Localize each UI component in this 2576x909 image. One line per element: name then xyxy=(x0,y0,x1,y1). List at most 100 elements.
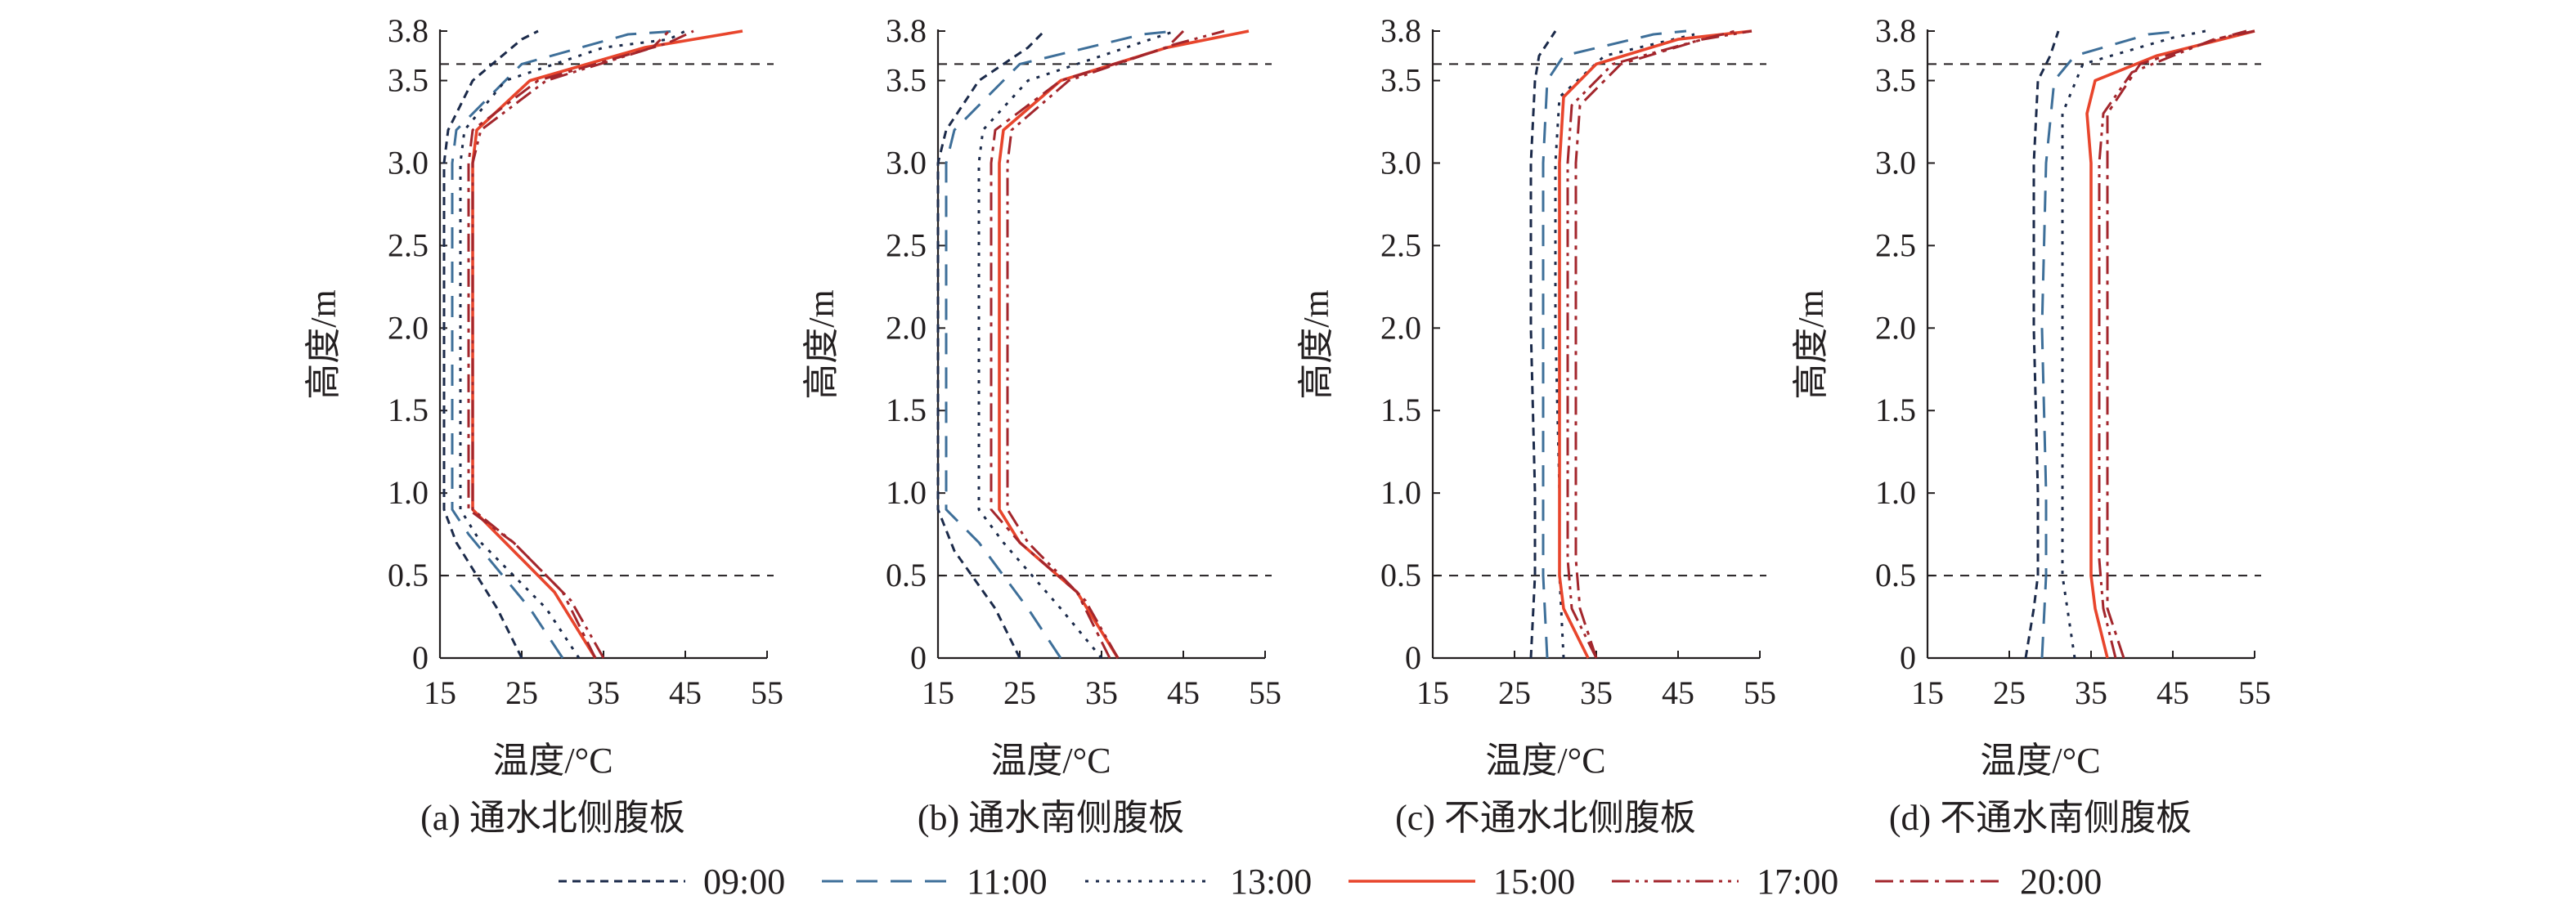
y-tick-label: 0.5 xyxy=(1380,557,1421,593)
panel-d: 0 0.5 1.0 1.5 2.0 2.5 3.0 3.5 3.8 15 25 35 45 55 高度/m 温… xyxy=(1791,12,2271,838)
x-tick-label: 45 xyxy=(669,674,702,711)
y-tick-label: 3.8 xyxy=(1380,12,1421,49)
legend-label: 13:00 xyxy=(1230,862,1312,902)
y-tick-label: 2.0 xyxy=(886,309,927,346)
y-tick-label: 3.5 xyxy=(886,62,927,99)
y-tick-label: 0 xyxy=(1900,639,1916,676)
x-tick-label: 25 xyxy=(1003,674,1036,711)
x-tick-label: 15 xyxy=(922,674,954,711)
x-tick-label: 35 xyxy=(1580,674,1613,711)
x-tick-label: 45 xyxy=(2156,674,2189,711)
y-tick-label: 1.0 xyxy=(388,474,429,511)
y-tick-label: 0.5 xyxy=(388,557,429,593)
x-tick-label: 55 xyxy=(1744,674,1776,711)
y-tick-label: 0 xyxy=(910,639,927,676)
y-tick-label: 3.8 xyxy=(1875,12,1916,49)
legend-label: 09:00 xyxy=(703,862,785,902)
y-tick-label: 1.5 xyxy=(1875,392,1916,428)
y-tick-label: 3.5 xyxy=(388,62,429,99)
y-tick-label: 1.0 xyxy=(886,474,927,511)
y-tick-label: 2.0 xyxy=(388,309,429,346)
x-axis-label: 温度/°C xyxy=(492,741,613,781)
x-tick-label: 45 xyxy=(1662,674,1694,711)
y-tick-label: 1.5 xyxy=(886,392,927,428)
legend-item-2000: 20:00 xyxy=(1875,862,2102,902)
y-tick-label: 0 xyxy=(412,639,429,676)
series-line-1300 xyxy=(2061,29,2206,659)
y-axis-label: 高度/m xyxy=(303,289,343,399)
y-tick-label: 3.0 xyxy=(1875,144,1916,181)
y-tick-label: 1.0 xyxy=(1380,474,1421,511)
legend-item-0900: 09:00 xyxy=(559,862,785,902)
series-line-1700 xyxy=(1566,29,1752,659)
legend-label: 20:00 xyxy=(2020,862,2102,902)
legend-label: 11:00 xyxy=(967,862,1048,902)
y-tick-label: 3.0 xyxy=(388,144,429,181)
y-tick-label: 3.0 xyxy=(1380,144,1421,181)
panel-b: 0 0.5 1.0 1.5 2.0 2.5 3.0 3.5 3.8 15 25 35 45 55 高度/m 温… xyxy=(801,12,1281,838)
panel-caption: (b) 通水南侧腹板 xyxy=(918,798,1184,838)
y-axis-label: 高度/m xyxy=(801,289,841,399)
legend-label: 17:00 xyxy=(1757,862,1838,902)
x-tick-label: 35 xyxy=(2075,674,2107,711)
legend-label: 15:00 xyxy=(1493,862,1575,902)
series-line-1700 xyxy=(2098,29,2255,659)
x-tick-label: 15 xyxy=(424,674,456,711)
series-line-1700 xyxy=(471,29,694,659)
x-tick-label: 55 xyxy=(2238,674,2271,711)
x-axis-label: 温度/°C xyxy=(990,741,1111,781)
y-tick-label: 2.5 xyxy=(886,226,927,263)
x-axis-label: 温度/°C xyxy=(1485,741,1605,781)
panel-caption: (c) 不通水北侧腹板 xyxy=(1395,798,1696,838)
y-tick-label: 0.5 xyxy=(1875,557,1916,593)
series-line-2000 xyxy=(990,29,1185,659)
x-axis-label: 温度/°C xyxy=(1980,741,2100,781)
x-tick-label: 35 xyxy=(1085,674,1118,711)
series-line-1500 xyxy=(1558,29,1752,659)
legend-item-1100: 11:00 xyxy=(822,862,1048,902)
y-tick-label: 1.5 xyxy=(388,392,429,428)
y-tick-label: 0 xyxy=(1405,639,1421,676)
y-tick-label: 2.0 xyxy=(1380,309,1421,346)
y-tick-label: 2.5 xyxy=(1380,226,1421,263)
legend-item-1500: 15:00 xyxy=(1349,862,1575,902)
y-tick-label: 2.0 xyxy=(1875,309,1916,346)
panel-a: 0 0.5 1.0 1.5 2.0 2.5 3.0 3.5 3.8 15 25 35 45 55 高度/m 温… xyxy=(303,12,783,838)
x-tick-label: 25 xyxy=(1498,674,1531,711)
y-tick-label: 3.5 xyxy=(1875,62,1916,99)
panel-caption: (a) 通水北侧腹板 xyxy=(420,798,685,838)
y-tick-label: 3.8 xyxy=(388,12,429,49)
series-line-1700 xyxy=(1006,29,1225,659)
series-line-2000 xyxy=(467,29,671,659)
y-axis-label: 高度/m xyxy=(1296,289,1336,399)
panel-c: 0 0.5 1.0 1.5 2.0 2.5 3.0 3.5 3.8 15 25 35 45 55 高度/m 温… xyxy=(1296,12,1776,838)
legend: 09:00 11:00 13:00 15:00 17:00 20:00 xyxy=(559,862,2102,902)
y-tick-label: 3.0 xyxy=(886,144,927,181)
x-tick-label: 55 xyxy=(1249,674,1281,711)
series-line-0900 xyxy=(1529,30,1557,659)
y-tick-label: 1.0 xyxy=(1875,474,1916,511)
y-tick-label: 0.5 xyxy=(886,557,927,593)
x-tick-label: 35 xyxy=(587,674,620,711)
y-tick-label: 3.8 xyxy=(886,12,927,49)
x-tick-label: 15 xyxy=(1416,674,1449,711)
y-axis-label: 高度/m xyxy=(1791,289,1831,399)
y-tick-label: 3.5 xyxy=(1380,62,1421,99)
panel-caption: (d) 不通水南侧腹板 xyxy=(1889,798,2192,838)
chart-panels: 0 0.5 1.0 1.5 2.0 2.5 3.0 3.5 3.8 15 25 35 45 55 高度/m 温… xyxy=(303,12,2271,838)
y-tick-label: 2.5 xyxy=(1875,226,1916,263)
x-tick-label: 55 xyxy=(751,674,783,711)
x-tick-label: 25 xyxy=(505,674,538,711)
series-line-1500 xyxy=(471,29,743,659)
series-line-1100 xyxy=(945,29,1176,659)
series-line-0900 xyxy=(442,29,539,659)
legend-item-1300: 13:00 xyxy=(1085,862,1312,902)
series-line-1100 xyxy=(2040,29,2182,659)
series-line-2000 xyxy=(1574,29,1736,659)
series-line-1100 xyxy=(1542,29,1687,659)
series-line-0900 xyxy=(936,29,1046,659)
y-tick-label: 2.5 xyxy=(388,226,429,263)
series-line-2000 xyxy=(2106,29,2247,659)
x-tick-label: 45 xyxy=(1167,674,1200,711)
